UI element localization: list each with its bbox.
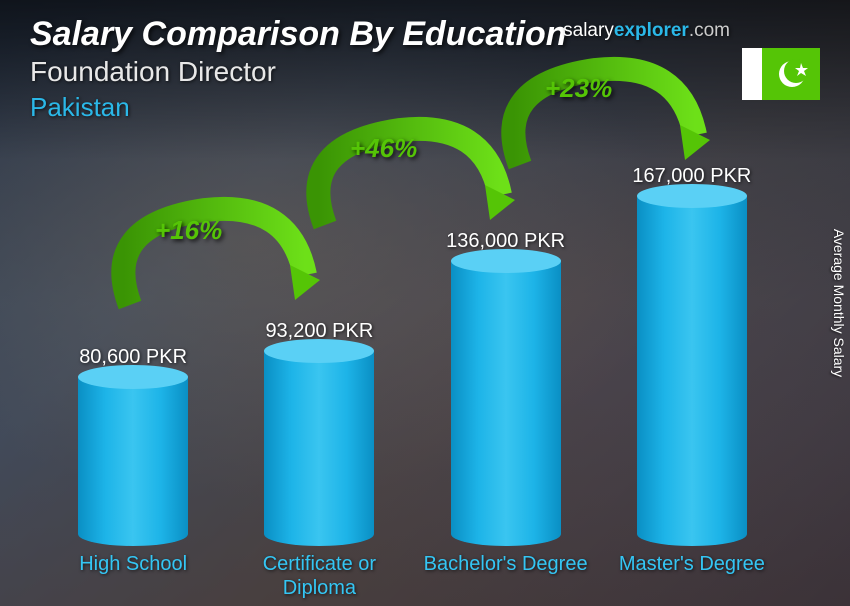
bar-3d — [264, 351, 374, 546]
brand-part1: salary — [563, 20, 614, 41]
brand-logo: salaryexplorer.com — [563, 20, 730, 42]
bar-3d — [637, 196, 747, 546]
bar-body — [78, 377, 188, 546]
country-label: Pakistan — [30, 92, 820, 123]
increment-2: +46% — [350, 133, 417, 164]
bar-label: High School — [38, 552, 228, 576]
increment-1: +16% — [155, 215, 222, 246]
flag-icon — [742, 48, 820, 100]
bar-certificate: 93,200 PKR Certificate or Diploma — [229, 320, 409, 546]
bar-label: Certificate or Diploma — [224, 552, 414, 600]
brand-part2: explorer — [614, 20, 689, 41]
bar-3d — [78, 377, 188, 546]
bar-body — [264, 351, 374, 546]
bar-master: 167,000 PKR Master's Degree — [602, 165, 782, 546]
y-axis-label: Average Monthly Salary — [831, 229, 847, 377]
bar-body — [451, 261, 561, 546]
bar-top — [264, 339, 374, 363]
brand-part3: .com — [689, 20, 730, 41]
bar-body — [637, 196, 747, 546]
bar-3d — [451, 261, 561, 546]
bar-bachelor: 136,000 PKR Bachelor's Degree — [416, 230, 596, 546]
bar-top — [451, 249, 561, 273]
bar-label: Master's Degree — [597, 552, 787, 576]
bar-label: Bachelor's Degree — [411, 552, 601, 576]
bar-high-school: 80,600 PKR High School — [43, 346, 223, 546]
bar-top — [78, 365, 188, 389]
bar-top — [637, 184, 747, 208]
page-subtitle: Foundation Director — [30, 56, 820, 88]
